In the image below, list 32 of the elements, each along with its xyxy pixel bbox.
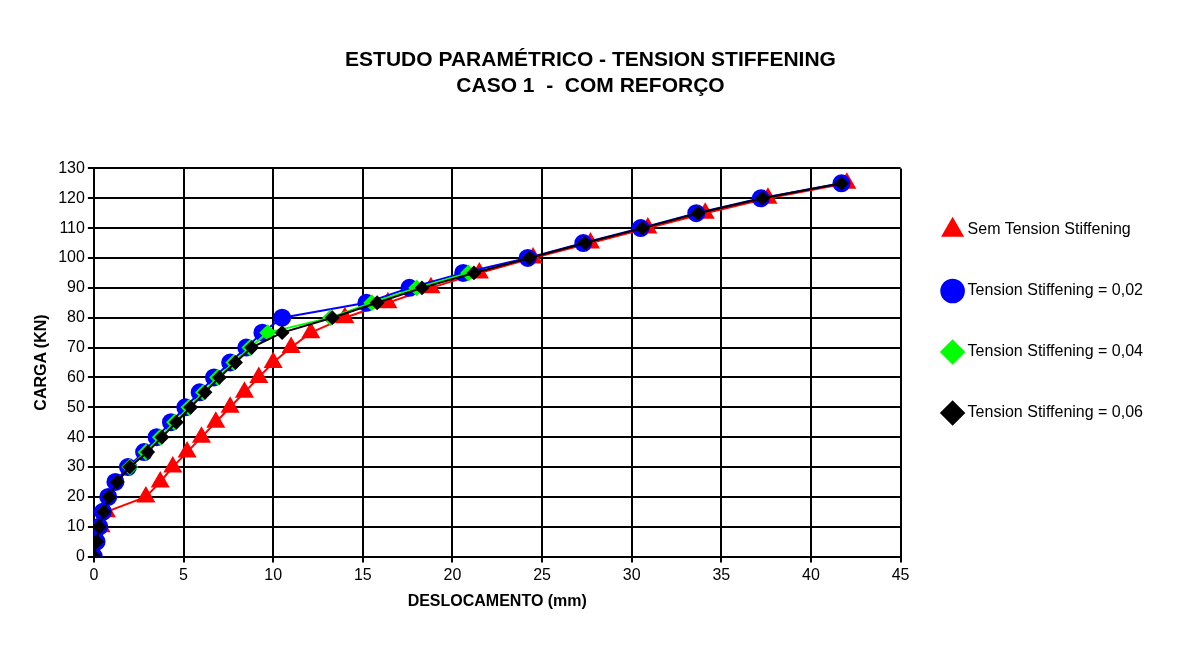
x-tick-label: 40 — [802, 565, 820, 583]
legend-label: Tension Stiffening = 0,02 — [967, 281, 1144, 299]
x-tick-label: 45 — [891, 565, 910, 583]
x-tick-label: 20 — [443, 565, 462, 583]
y-tick-label: 20 — [67, 487, 85, 505]
x-tick-label: 5 — [179, 565, 189, 583]
legend-label: Sem Tension Stiffening — [967, 220, 1131, 238]
x-tick-label: 35 — [712, 565, 731, 583]
y-tick-label: 100 — [58, 248, 85, 266]
y-tick-label: 0 — [75, 547, 85, 565]
legend-label: Tension Stiffening = 0,06 — [967, 403, 1144, 421]
x-tick-label: 0 — [89, 565, 99, 583]
x-tick-label: 10 — [264, 565, 283, 583]
y-axis-title: CARGA (KN) — [32, 314, 50, 411]
x-axis-title: DESLOCAMENTO (mm) — [407, 591, 587, 609]
y-tick-label: 130 — [58, 158, 85, 176]
text: CASO 1 - COM REFORÇO — [456, 72, 725, 96]
y-tick-label: 30 — [67, 457, 85, 475]
y-tick-label: 50 — [67, 397, 85, 415]
y-tick-label: 40 — [67, 427, 85, 445]
y-tick-label: 120 — [58, 188, 85, 206]
y-tick-label: 90 — [67, 278, 85, 296]
y-tick-label: 110 — [59, 218, 85, 236]
y-tick-label: 60 — [67, 367, 85, 385]
legend-label: Tension Stiffening = 0,04 — [967, 342, 1144, 360]
text: ESTUDO PARAMÉTRICO - TENSION STIFFENING — [345, 47, 836, 71]
y-tick-label: 10 — [67, 517, 85, 535]
x-tick-label: 15 — [353, 565, 372, 583]
y-tick-label: 80 — [67, 308, 85, 326]
x-tick-label: 30 — [622, 565, 641, 583]
x-tick-label: 25 — [533, 565, 552, 583]
y-tick-label: 70 — [67, 337, 85, 355]
